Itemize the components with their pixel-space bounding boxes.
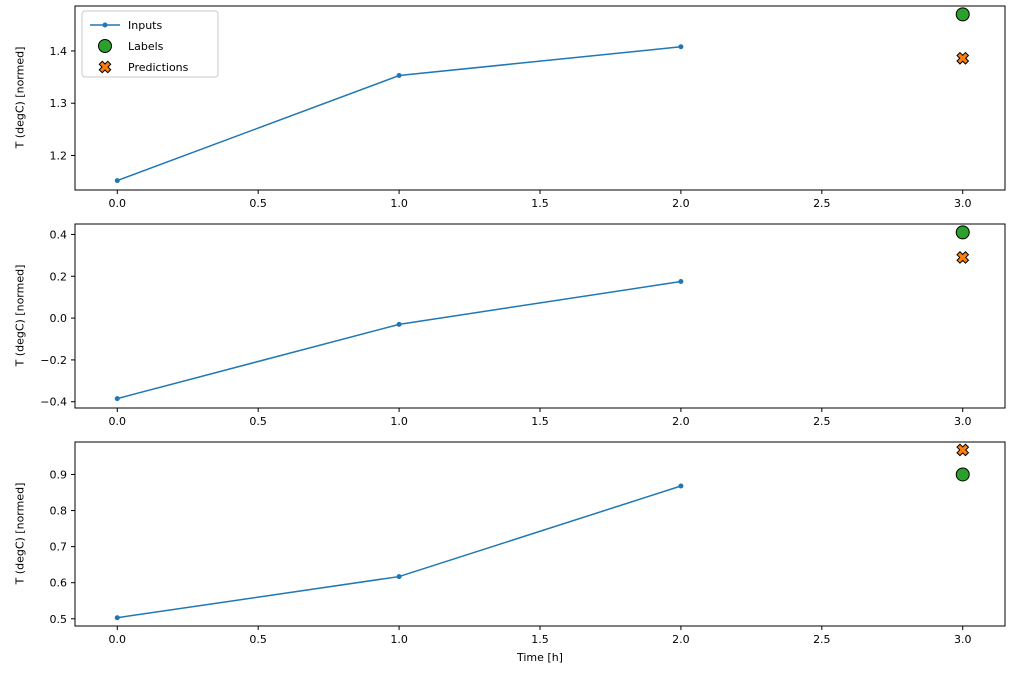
inputs-marker <box>678 44 684 50</box>
predictions-marker <box>956 51 970 65</box>
x-tick-label: 1.0 <box>390 415 408 428</box>
x-tick-label: 3.0 <box>954 633 972 646</box>
y-axis-label-3: T (degC) [normed] <box>13 482 27 585</box>
x-tick-label: 0.0 <box>109 415 127 428</box>
y-axis-label-1: T (degC) [normed] <box>13 46 27 149</box>
x-tick-label: 1.5 <box>531 197 549 210</box>
inputs-marker <box>114 615 120 621</box>
legend-box <box>81 10 219 78</box>
x-tick-label: 0.5 <box>249 633 267 646</box>
x-tick-label: 2.0 <box>672 633 690 646</box>
x-tick-label: 3.0 <box>954 415 972 428</box>
labels-marker <box>955 225 970 240</box>
axes-frame <box>74 441 1006 627</box>
predictions-marker <box>956 251 970 264</box>
y-tick-label: −0.2 <box>40 354 67 367</box>
legend-item-inputs: Inputs <box>90 19 162 32</box>
legend-item-predictions: Predictions <box>98 60 189 74</box>
predictions-marker <box>956 443 970 457</box>
y-tick-label: 0.8 <box>50 505 68 518</box>
inputs-marker <box>396 574 402 580</box>
y-tick-label: 0.2 <box>50 270 68 283</box>
y-tick-label: 1.4 <box>50 45 68 58</box>
x-tick-label: 3.0 <box>954 197 972 210</box>
y-tick-label: 0.9 <box>50 468 68 481</box>
y-tick-label: 0.6 <box>50 577 68 590</box>
legend-label: Inputs <box>128 19 162 32</box>
inputs-marker <box>678 279 684 284</box>
inputs-marker <box>396 321 402 327</box>
x-tick-label: 0.5 <box>249 197 267 210</box>
x-tick-label: 0.0 <box>109 197 127 210</box>
x-tick-label: 2.5 <box>813 415 831 428</box>
y-tick-label: 0.7 <box>50 541 68 554</box>
y-tick-label: 1.3 <box>50 97 68 110</box>
x-tick-label: 1.5 <box>531 415 549 428</box>
labels-marker <box>955 7 970 22</box>
x-tick-label: 2.0 <box>672 197 690 210</box>
y-tick-label: 0.0 <box>50 312 68 325</box>
x-tick-label: 2.5 <box>813 197 831 210</box>
subplot-2: 0.0 0.5 1.0 1.5 2.0 2.5 3.0 −0.4 −0.2 0.0 0.2 0.4 <box>40 223 1006 428</box>
inputs-line <box>117 485 682 619</box>
legend-x-sample <box>98 60 112 74</box>
y-axis-label-2: T (degC) [normed] <box>13 264 27 367</box>
x-tick-label: 1.5 <box>531 633 549 646</box>
inputs-marker <box>114 396 120 402</box>
y-tick-label: 0.5 <box>50 613 68 626</box>
y-tick-label: −0.4 <box>40 396 67 409</box>
x-tick-label: 2.0 <box>672 415 690 428</box>
legend-label: Labels <box>128 40 164 53</box>
legend-dot-sample <box>102 22 108 28</box>
axes-frame <box>74 223 1006 409</box>
inputs-line <box>117 280 682 400</box>
y-tick-label: 0.4 <box>50 228 68 241</box>
legend: Inputs Labels Predictions <box>81 10 219 78</box>
x-axis-label: Time [h] <box>517 651 563 664</box>
legend-label: Predictions <box>128 61 189 74</box>
inputs-marker <box>396 73 402 79</box>
subplot-3: 0.0 0.5 1.0 1.5 2.0 2.5 3.0 0.5 0.6 0.7 0.8 0.9 <box>50 441 1006 646</box>
labels-marker <box>955 467 970 482</box>
subplot-1: 0.0 0.5 1.0 1.5 2.0 2.5 3.0 1.2 1.3 1.4 <box>50 5 1006 210</box>
inputs-marker <box>114 178 120 184</box>
inputs-marker <box>678 483 684 489</box>
x-tick-label: 1.0 <box>390 633 408 646</box>
y-tick-label: 1.2 <box>50 150 68 163</box>
x-tick-label: 0.5 <box>249 415 267 428</box>
legend-item-labels: Labels <box>98 39 164 53</box>
x-tick-label: 2.5 <box>813 633 831 646</box>
x-tick-label: 0.0 <box>109 633 127 646</box>
legend-circle-sample <box>98 39 112 53</box>
x-tick-label: 1.0 <box>390 197 408 210</box>
